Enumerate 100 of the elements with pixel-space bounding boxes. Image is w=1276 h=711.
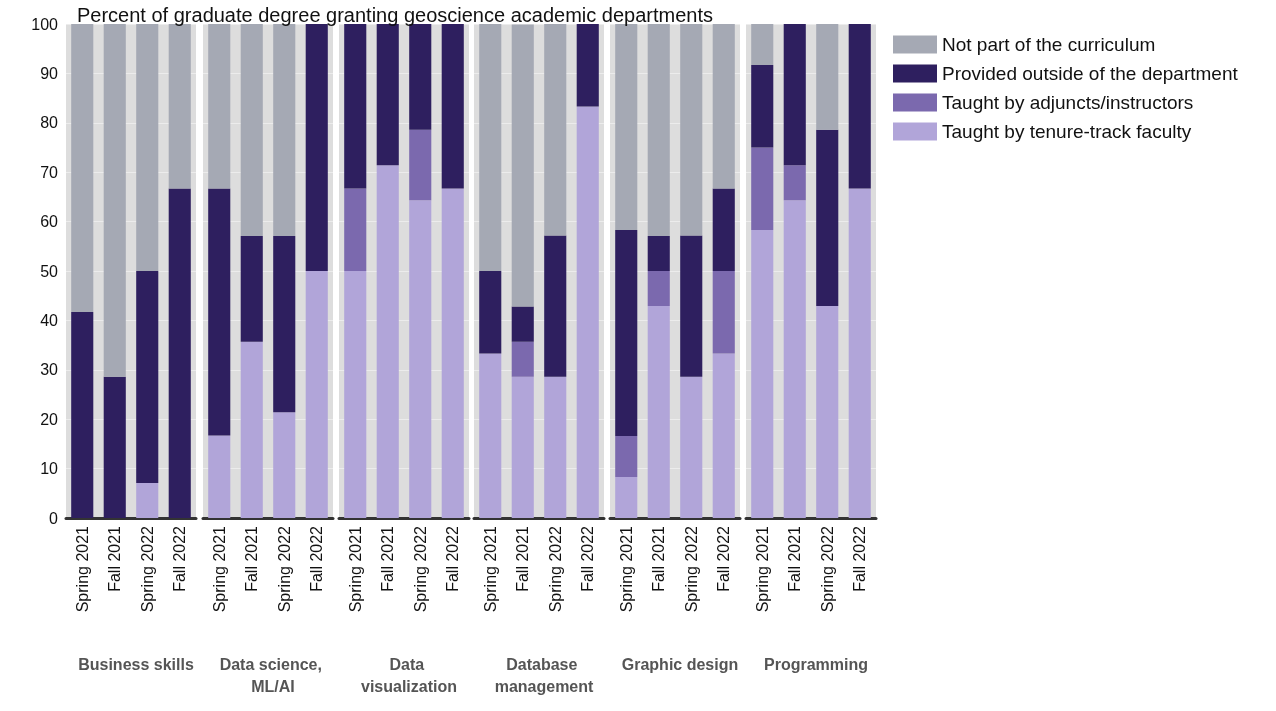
- bar: [511, 376, 534, 518]
- y-tick-label: 0: [49, 509, 59, 527]
- legend-label: Not part of the curriculum: [942, 34, 1156, 55]
- bar: [783, 200, 806, 518]
- x-tick-label: Spring 2021: [346, 525, 364, 613]
- x-tick-label: Spring 2021: [617, 525, 635, 613]
- bar: [615, 436, 638, 477]
- bar: [208, 188, 231, 436]
- x-axis-title: Database management: [494, 655, 595, 695]
- bar: [615, 24, 638, 230]
- legend-label: Taught by adjuncts/instructors: [942, 92, 1194, 113]
- bar: [305, 24, 328, 271]
- y-tick-label: 10: [40, 460, 59, 478]
- bar: [751, 65, 774, 148]
- bar: [479, 24, 502, 271]
- x-axis-title: Data visualization: [360, 655, 458, 695]
- x-tick-label: Fall 2022: [171, 525, 189, 592]
- bar: [273, 412, 296, 518]
- bar: [240, 341, 263, 518]
- x-tick-label: Spring 2021: [753, 525, 771, 613]
- bar: [441, 188, 464, 518]
- bar: [305, 271, 328, 518]
- x-tick-label: Spring 2022: [818, 525, 836, 613]
- x-tick-label: Fall 2022: [444, 525, 462, 592]
- x-tick-label: Spring 2022: [275, 525, 293, 613]
- x-tick-label: Fall 2021: [243, 525, 261, 592]
- bar: [751, 230, 774, 518]
- bar: [273, 24, 296, 236]
- x-tick-label: Spring 2022: [138, 525, 156, 613]
- bar: [168, 24, 191, 189]
- bar: [712, 353, 735, 518]
- bar: [240, 235, 263, 342]
- x-tick-label: Spring 2021: [73, 525, 91, 613]
- bar: [680, 376, 703, 518]
- bar: [783, 165, 806, 201]
- x-tick-label: Fall 2022: [308, 525, 326, 592]
- bar: [71, 24, 94, 312]
- legend-label: Provided outside of the department: [942, 63, 1239, 84]
- bar: [511, 306, 534, 342]
- bar: [712, 271, 735, 354]
- y-tick-label: 60: [40, 213, 59, 231]
- x-tick-label: Fall 2022: [851, 525, 869, 592]
- bar: [344, 24, 367, 189]
- bar: [511, 24, 534, 307]
- x-tick-label: Fall 2021: [514, 525, 532, 592]
- bar: [615, 230, 638, 436]
- x-axis-title: Data science, ML/AI: [219, 655, 327, 695]
- bar: [208, 24, 231, 189]
- bar: [208, 435, 231, 518]
- bar: [376, 165, 399, 518]
- legend-label: Taught by tenure-track faculty: [942, 121, 1192, 142]
- x-tick-label: Spring 2022: [682, 525, 700, 613]
- x-tick-label: Spring 2022: [546, 525, 564, 613]
- bar: [441, 24, 464, 189]
- y-tick-label: 70: [40, 163, 59, 181]
- y-tick-label: 90: [40, 64, 59, 82]
- text: Percent of graduate degree granting geoscience academic departments: [77, 4, 713, 26]
- x-axis-title: Graphic design: [621, 655, 739, 673]
- x-tick-label: Fall 2021: [786, 525, 804, 592]
- x-tick-label: Fall 2021: [106, 525, 124, 592]
- x-axis-title: Business skills: [78, 655, 194, 673]
- bar: [71, 312, 94, 518]
- y-tick-label: 100: [31, 15, 59, 33]
- bar: [344, 188, 367, 271]
- bar: [680, 235, 703, 377]
- bar: [273, 235, 296, 413]
- bar: [576, 24, 599, 107]
- bar: [816, 306, 839, 518]
- bar: [136, 24, 159, 271]
- x-tick-label: Spring 2021: [210, 525, 228, 613]
- x-tick-label: Fall 2022: [715, 525, 733, 592]
- bar: [409, 24, 432, 130]
- bar: [576, 106, 599, 518]
- bar: [168, 188, 191, 518]
- bar: [409, 200, 432, 518]
- x-tick-label: Spring 2021: [481, 525, 499, 613]
- bar: [783, 24, 806, 166]
- y-tick-label: 80: [40, 114, 59, 132]
- bar: [544, 24, 567, 236]
- bar: [136, 271, 159, 483]
- bar: [647, 235, 670, 271]
- bar: [647, 24, 670, 236]
- x-tick-label: Fall 2021: [650, 525, 668, 592]
- bar: [511, 341, 534, 377]
- bar: [816, 129, 839, 307]
- bar: [409, 129, 432, 201]
- x-tick-label: Fall 2022: [579, 525, 597, 592]
- bar: [751, 24, 774, 65]
- bar: [344, 271, 367, 518]
- x-tick-label: Fall 2021: [379, 525, 397, 592]
- bar: [479, 353, 502, 518]
- bar: [103, 376, 126, 518]
- bar: [544, 235, 567, 377]
- bar: [647, 271, 670, 307]
- y-tick-label: 50: [40, 262, 59, 280]
- bar: [712, 188, 735, 271]
- bar: [816, 24, 839, 130]
- bar: [680, 24, 703, 236]
- bar: [848, 24, 871, 189]
- bar: [615, 477, 638, 518]
